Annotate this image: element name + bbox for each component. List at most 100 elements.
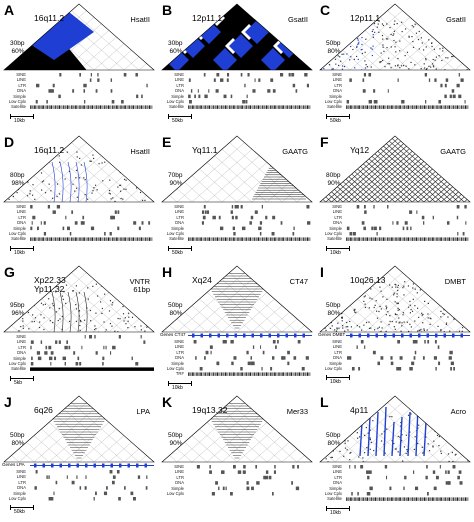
panel-I: I 10q26.13 DMBT 50bp 80% Genes DMBT SINE LINE LT… (316, 262, 474, 392)
track-label: Satellite (327, 104, 342, 110)
repeat-tracks (188, 340, 311, 376)
track-label: LTR (176, 349, 184, 355)
monomer-size: 50bp (168, 432, 183, 439)
scale-bar: 50kb (10, 504, 50, 516)
track-label: Simple (171, 225, 184, 231)
motif-label: Mer33 (286, 407, 308, 416)
scale-bar: 10kb (168, 380, 208, 392)
motif-label: VNTR 61bp (129, 277, 150, 294)
panel-label: F (320, 134, 329, 150)
scale-label: 50kb (172, 249, 183, 256)
track-label: SINE (16, 469, 26, 474)
motif-label: GAATG (282, 147, 308, 156)
repeat-track-labels: SINE LINE LTR DNA Simple Low Cplx (2, 469, 26, 501)
panel-L: L 4p11 Acro 50bp 80% SINE LINE LTR DNA Simple Low … (316, 392, 474, 522)
identity-percent: 90% (169, 439, 183, 447)
track-label: DNA (175, 480, 184, 486)
repeat-tracks (346, 205, 469, 241)
repeat-track-labels: SINE LINE LTR DNA Simple Low Cplx Satellite (2, 204, 26, 242)
motif-label: Acro (450, 407, 466, 416)
track-label: LTR (334, 214, 342, 220)
track-label: LINE (174, 77, 184, 83)
track-label: LTR (334, 82, 342, 88)
scale-label: 10kb (172, 384, 183, 391)
track-label: Simple (329, 485, 342, 491)
dotplot-triangle (319, 135, 471, 203)
scale-label: 50kb (330, 117, 341, 124)
panel-label: K (162, 394, 173, 410)
track-label: Simple (171, 360, 184, 366)
track-label: LINE (16, 77, 26, 83)
locus-label: 12p11.1 (350, 13, 381, 23)
repeat-track-labels: SINE LINE LTR DNA Simple Low Cplx (160, 464, 184, 496)
track-label: Simple (329, 225, 342, 231)
scale-bar: 10kb (326, 505, 366, 517)
locus-label: Xp22.33 Yp11.32 (34, 275, 66, 294)
track-label: SINE (16, 334, 26, 339)
track-label: Satellite (169, 104, 184, 110)
repeat-track-labels: SINE LINE LTR DNA Simple Low Cplx Satellite (318, 72, 342, 110)
identity-percent: 80% (11, 439, 25, 447)
track-label: Simple (13, 355, 26, 361)
track-label: DNA (17, 485, 26, 491)
track-label: Simple (329, 93, 342, 99)
track-label: LINE (16, 209, 26, 215)
track-label: Low Cplx (166, 230, 184, 236)
locus-label: 19q13.32 (192, 405, 228, 415)
repeat-track-labels: SINE LINE LTR DNA Simple Low Cplx TRF (160, 339, 184, 377)
panel-label: G (4, 264, 15, 280)
track-label: Low Cplx (166, 490, 184, 496)
scale-bar: 5kb (10, 375, 50, 387)
scale-label: 50kb (14, 509, 25, 516)
monomer-size: 50bp (326, 432, 341, 439)
track-label: Low Cplx (166, 98, 184, 104)
track-label: Satellite (327, 496, 342, 502)
track-label: LTR (176, 214, 184, 220)
monomer-size: 30bp (10, 40, 25, 47)
scale-label: 10kb (330, 249, 341, 256)
repeat-tracks (346, 465, 469, 501)
panel-label: E (162, 134, 172, 150)
track-label: TRF (175, 371, 184, 377)
motif-label: CT47 (289, 277, 308, 286)
identity-percent: 80% (169, 309, 183, 317)
monomer-size: 80bp (326, 172, 341, 179)
repeat-track-labels: SINE LINE LTR DNA Simple Low Cplx Satellite (318, 204, 342, 242)
identity-percent: 60% (11, 47, 25, 55)
identity-percent: 98% (11, 179, 25, 187)
locus-label: 6q26 (34, 405, 53, 415)
genes-track-label: Genes DMBT (318, 332, 346, 337)
track-label: DNA (17, 88, 26, 94)
track-label: SINE (16, 204, 26, 209)
dotplot-triangle (161, 135, 313, 203)
scale-label: 10kb (330, 379, 341, 386)
track-label: SINE (174, 204, 184, 209)
repeat-track-labels: SINE LINE LTR DNA Simple Low Cplx Satellite (160, 72, 184, 110)
track-label: SINE (16, 72, 26, 77)
repeat-tracks (196, 465, 300, 496)
track-label: LINE (174, 469, 184, 475)
track-label: Simple (171, 93, 184, 99)
track-label: DNA (333, 88, 342, 94)
scale-bar: 50kb (168, 245, 208, 257)
scale-bar: 10kb (10, 113, 50, 125)
monomer-size: 50bp (326, 302, 341, 309)
scale-label: 5kb (14, 379, 23, 386)
track-label: Satellite (11, 366, 26, 372)
track-label: LTR (18, 82, 26, 88)
identity-percent: 90% (327, 179, 341, 187)
monomer-size: 50bp (168, 302, 183, 309)
repeat-tracks (188, 205, 311, 241)
panel-label: J (4, 394, 12, 410)
identity-percent: 80% (327, 309, 341, 317)
motif-label: HsatII (130, 15, 150, 24)
panel-G: G Xp22.33 Yp11.32 VNTR 61bp 95bp 96% SINE LINE… (0, 262, 158, 392)
panel-H: H Xq24 CT47 50bp 80% Genes CT47 SINE LINE LTR DNA… (158, 262, 316, 392)
identity-percent: 96% (11, 309, 25, 317)
panel-F: F Yq12 GAATG 80bp 90% SINE LINE LTR DNA Simple Low… (316, 132, 474, 262)
dotplot-triangle (3, 3, 155, 71)
locus-label: 16q11.2 (34, 13, 65, 23)
repeat-tracks (188, 73, 311, 109)
track-label: Low Cplx (8, 98, 26, 104)
identity-percent: 80% (327, 47, 341, 55)
